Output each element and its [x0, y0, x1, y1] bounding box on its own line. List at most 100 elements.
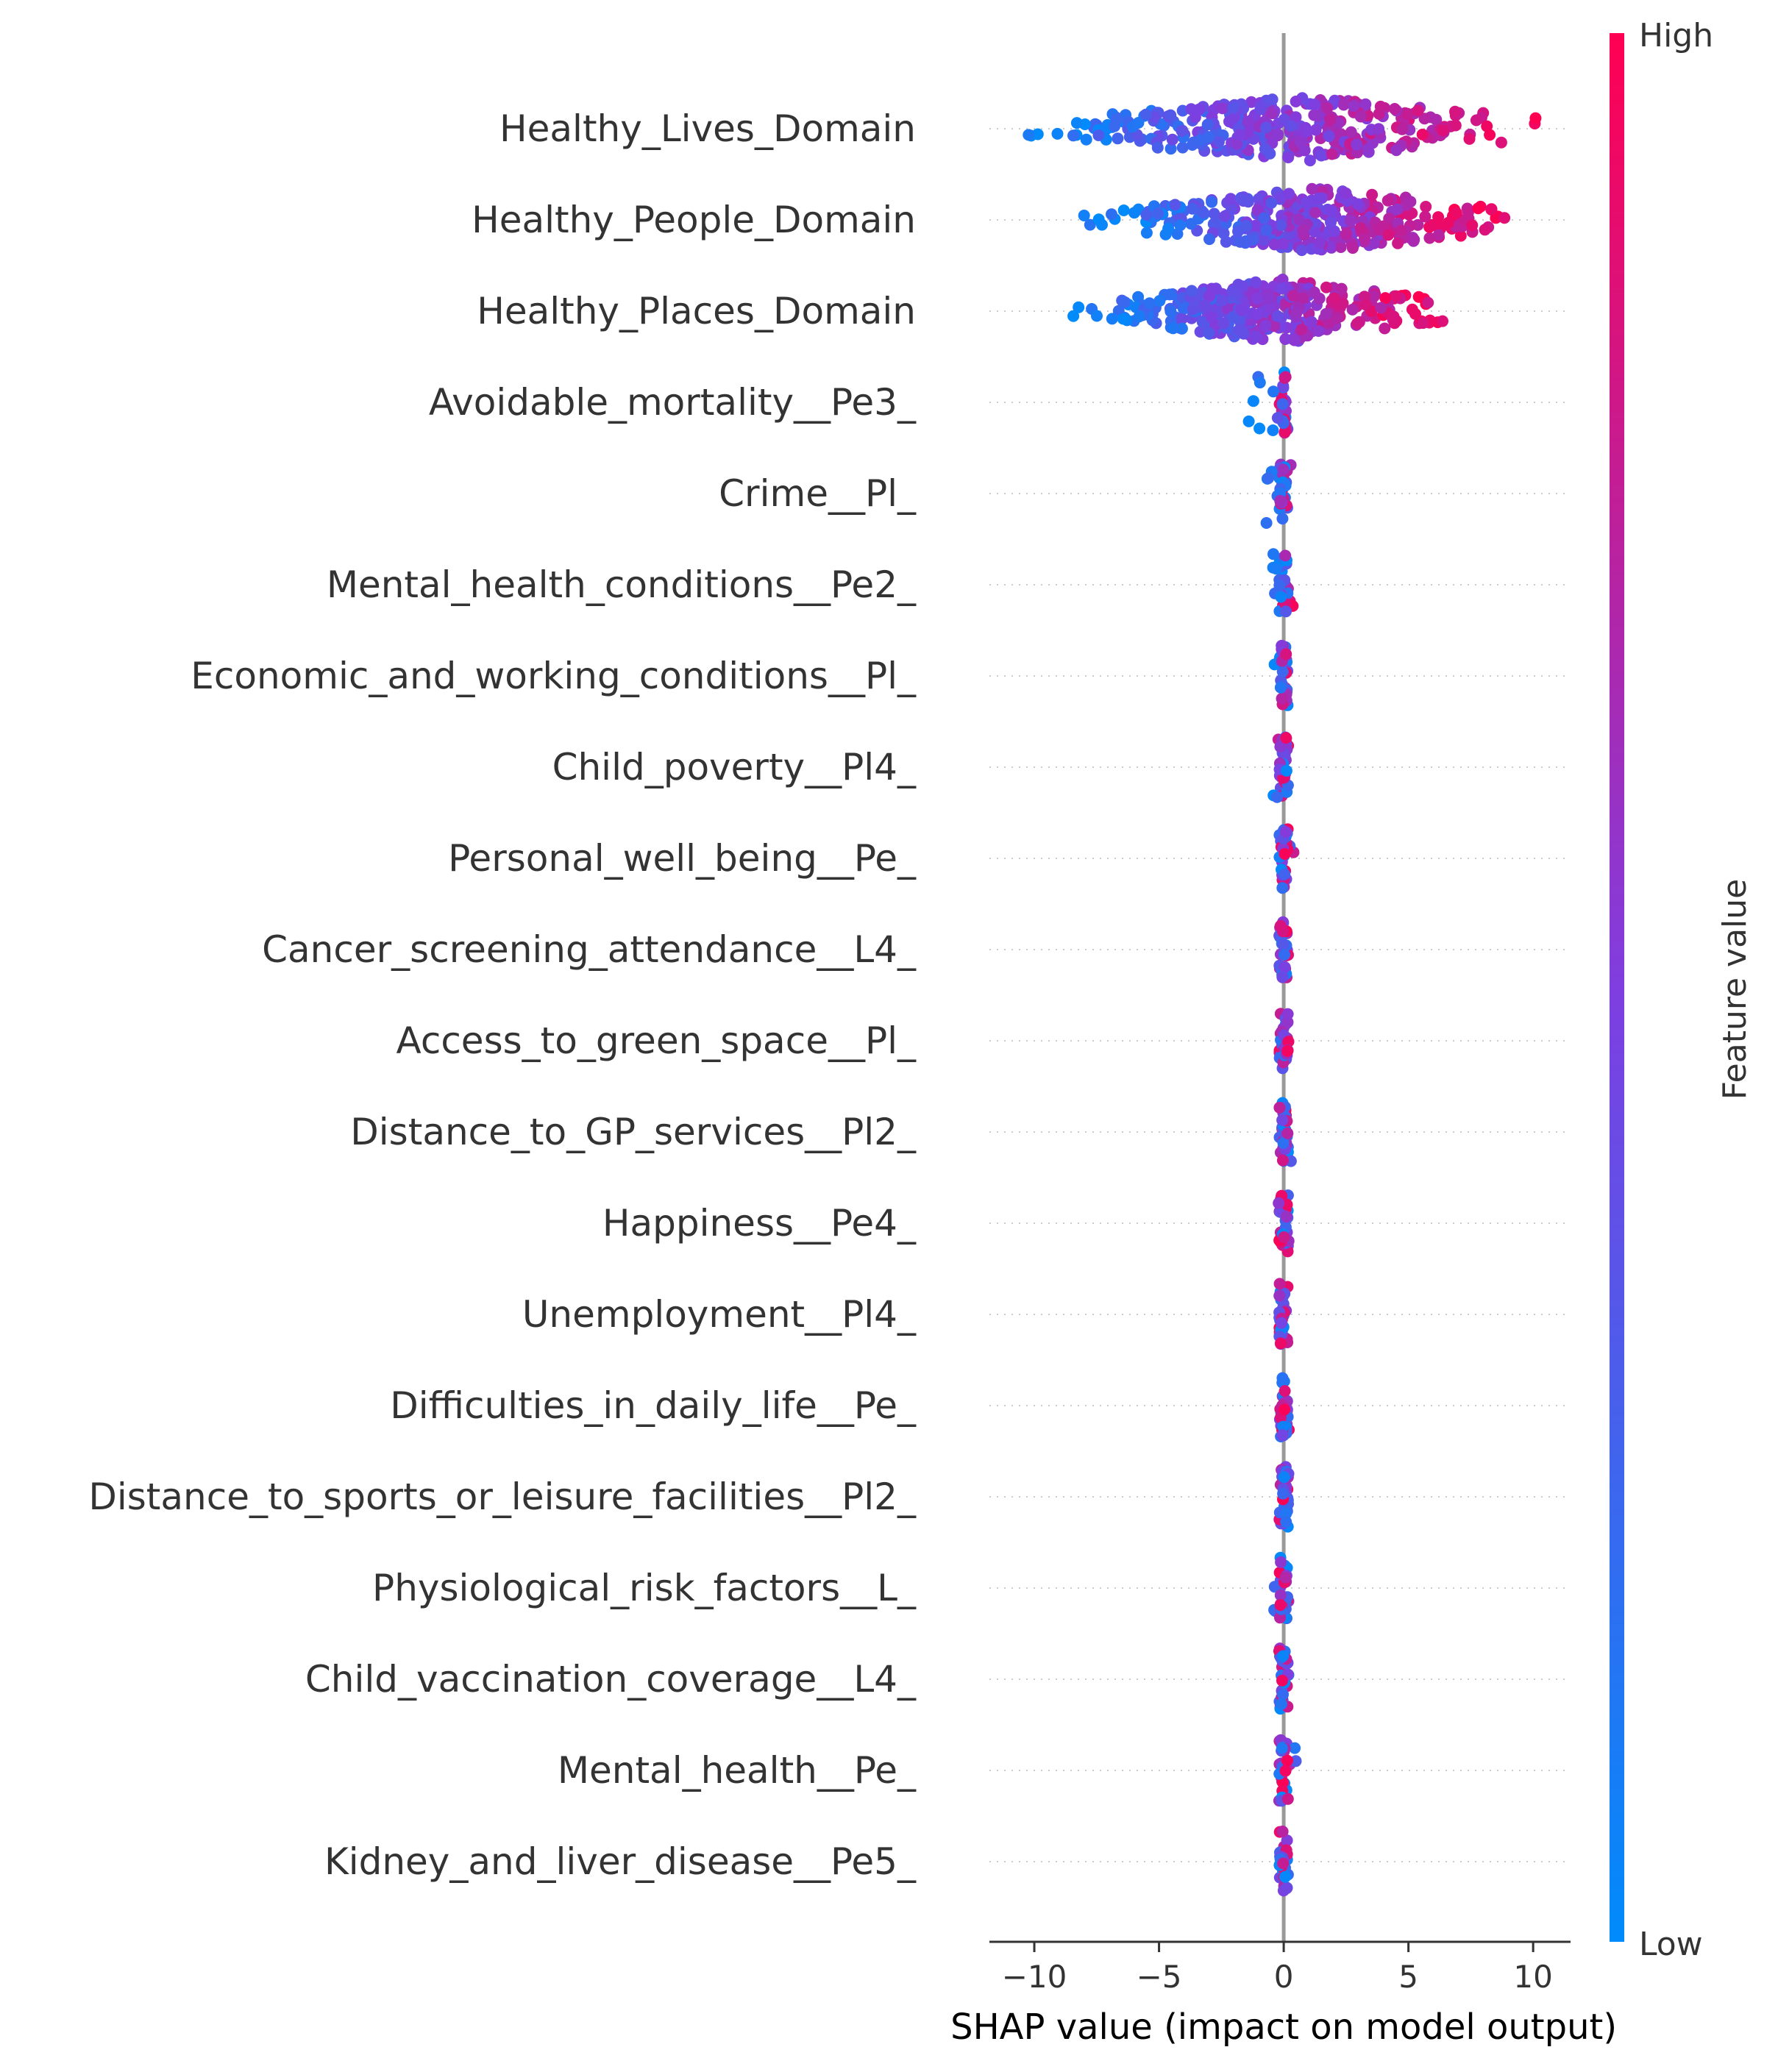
shap-point: [1164, 143, 1177, 155]
shap-point: [1258, 212, 1270, 224]
shap-point: [1117, 204, 1130, 216]
shap-point: [1328, 225, 1340, 238]
shap-point: [1463, 132, 1476, 145]
shap-point: [1275, 1698, 1287, 1710]
shap-point: [1335, 282, 1348, 295]
shap-point: [1219, 210, 1231, 222]
shap-point: [1416, 128, 1429, 140]
shap-point: [1274, 1599, 1287, 1612]
shap-point: [1348, 100, 1360, 113]
shap-point: [1203, 131, 1215, 143]
shap-point: [1187, 136, 1200, 149]
feature-label: Cancer_screening_attendance__L4_: [262, 928, 917, 971]
shap-point: [1260, 121, 1272, 134]
shap-point: [1408, 233, 1420, 246]
x-tick-label: −10: [1002, 1959, 1067, 1995]
shap-point: [1312, 325, 1325, 337]
feature-label: Avoidable_mortality__Pe3_: [429, 381, 917, 424]
shap-point: [1282, 1036, 1295, 1048]
shap-point: [1340, 227, 1353, 240]
shap-point: [1251, 204, 1264, 216]
shap-point: [1254, 377, 1266, 389]
shap-point: [1275, 1556, 1287, 1568]
shap-point: [1233, 324, 1245, 336]
shap-point: [1308, 109, 1320, 121]
shap-point: [1418, 113, 1431, 125]
shap-point: [1375, 302, 1387, 314]
shap-point: [1084, 218, 1096, 231]
feature-labels: Healthy_Lives_Domain Healthy_People_Domai…: [88, 107, 917, 1883]
shap-point: [1197, 207, 1209, 219]
shap-point: [1281, 1754, 1293, 1767]
shap-point: [1274, 1589, 1287, 1601]
shap-point: [1498, 212, 1511, 224]
shap-point: [1387, 310, 1400, 323]
shap-point: [1426, 218, 1437, 231]
shap-point: [1423, 232, 1436, 244]
shap-point: [1279, 1385, 1291, 1398]
shap-point: [1273, 579, 1286, 591]
shap-point: [1278, 1231, 1290, 1243]
shap-point: [1051, 127, 1064, 140]
shap-point: [1067, 129, 1079, 142]
shap-point: [1312, 192, 1325, 204]
feature-label: Healthy_Places_Domain: [477, 290, 916, 332]
shap-point: [1276, 1154, 1289, 1167]
shap-point: [1249, 276, 1262, 288]
shap-point: [1484, 129, 1496, 141]
feature-label: Unemployment__Pl4_: [522, 1293, 917, 1336]
shap-point: [1276, 398, 1289, 410]
shap-point: [1295, 324, 1308, 336]
shap-point: [1140, 227, 1153, 239]
shap-point: [1106, 208, 1117, 221]
shap-point: [1070, 117, 1083, 129]
shap-point: [1119, 296, 1131, 308]
shap-point: [1274, 1337, 1287, 1350]
shap-point: [1279, 848, 1291, 860]
x-axis-title: SHAP value (impact on model output): [950, 2007, 1617, 2048]
shap-point: [1320, 281, 1332, 293]
shap-point: [1324, 113, 1337, 126]
shap-point: [1279, 1870, 1291, 1883]
shap-point: [1276, 666, 1289, 678]
shap-point: [1309, 124, 1322, 136]
shap-point: [1280, 1516, 1292, 1528]
feature-label: Child_vaccination_coverage__L4_: [305, 1658, 917, 1701]
feature-label: Personal_well_being__Pe_: [448, 837, 917, 880]
shap-point: [1139, 108, 1152, 121]
shap-point: [1234, 129, 1246, 141]
shap-point: [1203, 290, 1216, 302]
shap-point: [1277, 1487, 1290, 1500]
shap-point: [1281, 1834, 1293, 1847]
shap-point: [1412, 104, 1424, 117]
x-tick-label: 5: [1398, 1959, 1418, 1995]
shap-point: [1164, 288, 1176, 301]
shap-point: [1450, 207, 1462, 219]
shap-point: [1273, 1289, 1286, 1302]
colorbar: High Low Feature value: [1610, 17, 1754, 1963]
shap-point: [1274, 919, 1287, 932]
shap-point: [1271, 791, 1284, 803]
shap-point: [1274, 494, 1287, 507]
feature-label: Crime__Pl_: [719, 472, 917, 515]
shap-point: [1231, 138, 1243, 150]
shap-point: [1466, 219, 1479, 232]
shap-point: [1091, 310, 1103, 322]
shap-point: [1242, 115, 1254, 128]
shap-point: [1225, 193, 1237, 205]
shap-point: [1281, 1016, 1294, 1028]
shap-point: [1309, 99, 1321, 110]
x-ticks: −10 −5 0 5 10: [1002, 1942, 1553, 1995]
shap-point: [1152, 207, 1164, 220]
shap-point: [1073, 301, 1085, 313]
shap-point: [1196, 316, 1209, 328]
shap-point: [1276, 1674, 1288, 1687]
shap-point: [1305, 316, 1318, 328]
shap-point: [1388, 103, 1401, 115]
shap-point: [1321, 102, 1334, 114]
shap-point: [1276, 882, 1289, 894]
shap-point: [1295, 244, 1308, 257]
shap-point: [1276, 1114, 1289, 1126]
shap-point: [1067, 310, 1080, 322]
shap-point: [1279, 948, 1290, 961]
